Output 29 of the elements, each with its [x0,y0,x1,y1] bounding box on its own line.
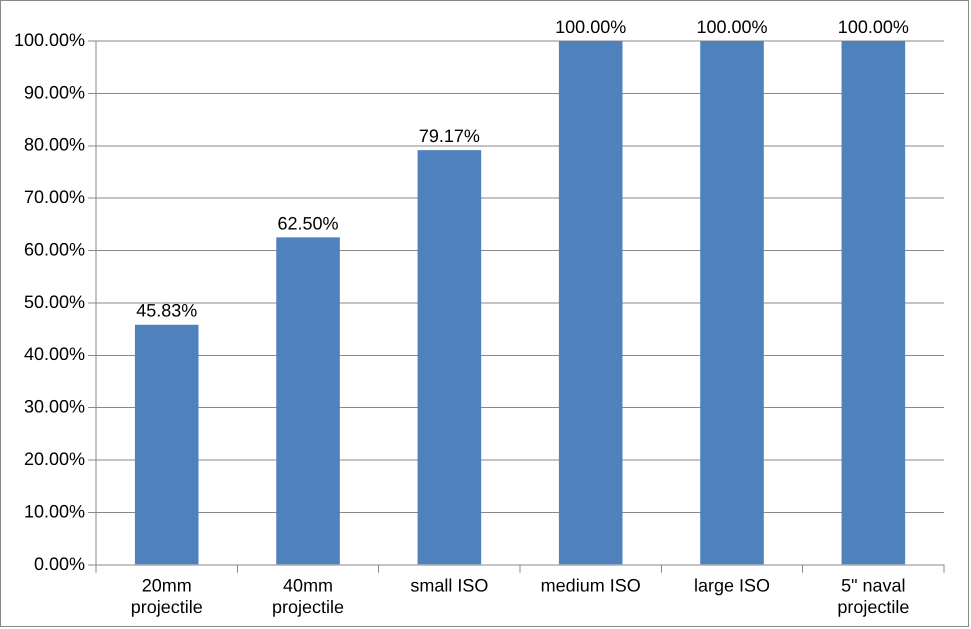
y-tick-label: 10.00% [24,501,86,522]
x-tick-label: 40mm projectile [272,576,344,618]
data-label: 100.00% [838,16,909,37]
data-label: 100.00% [555,16,626,37]
bar [558,41,622,564]
y-tick-label: 90.00% [24,82,86,102]
bar [418,150,482,564]
x-tick-label: 5" naval projectile [837,576,910,618]
x-tick-label: medium ISO [540,576,641,596]
y-tick-label: 70.00% [24,187,86,208]
y-tick-label: 30.00% [24,396,86,417]
data-label: 100.00% [696,16,768,37]
bar [842,41,906,564]
y-tick-label: 80.00% [24,134,86,155]
bar [700,41,764,564]
bar [276,237,340,564]
y-tick-label: 50.00% [24,292,86,312]
x-tick-label: 20mm projectile [130,576,203,618]
y-tick-label: 0.00% [34,554,86,574]
data-label: 79.17% [418,126,480,146]
data-label: 62.50% [278,213,339,234]
x-tick-label: small ISO [410,576,488,596]
x-tick-label: large ISO [694,576,770,596]
bar [134,324,199,564]
y-tick-label: 20.00% [24,449,86,470]
y-tick-label: 40.00% [24,344,86,364]
y-tick-label: 60.00% [24,239,86,260]
data-label: 45.83% [136,300,198,321]
y-tick-label: 100.00% [14,30,86,50]
